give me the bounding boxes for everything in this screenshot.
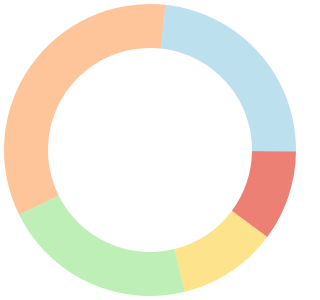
donut-slice (160, 4, 296, 152)
donut-slice (4, 3, 166, 215)
chart (4, 3, 296, 296)
donut-slice (19, 195, 185, 296)
donut-slice (174, 210, 268, 292)
donut-slice (231, 151, 296, 238)
